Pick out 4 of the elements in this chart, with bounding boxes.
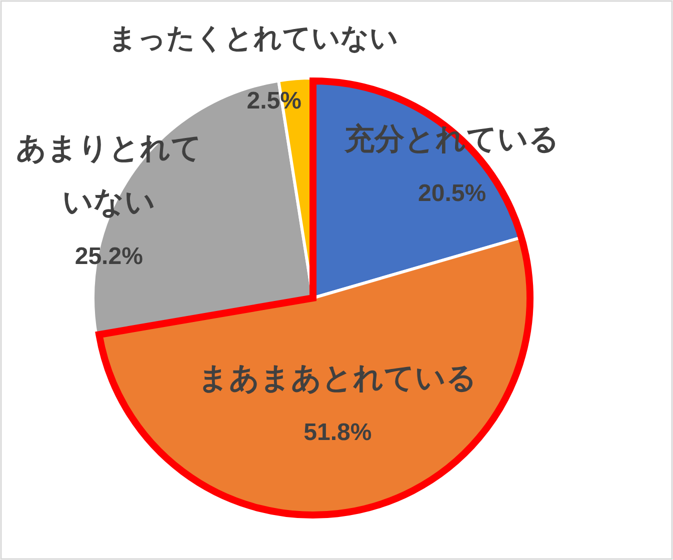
slice-label: まあまあとれている [198,362,478,396]
data-label: 51.8% [304,419,372,446]
slice-label: まったくとれていない [108,22,399,54]
data-label: 20.5% [418,180,486,208]
